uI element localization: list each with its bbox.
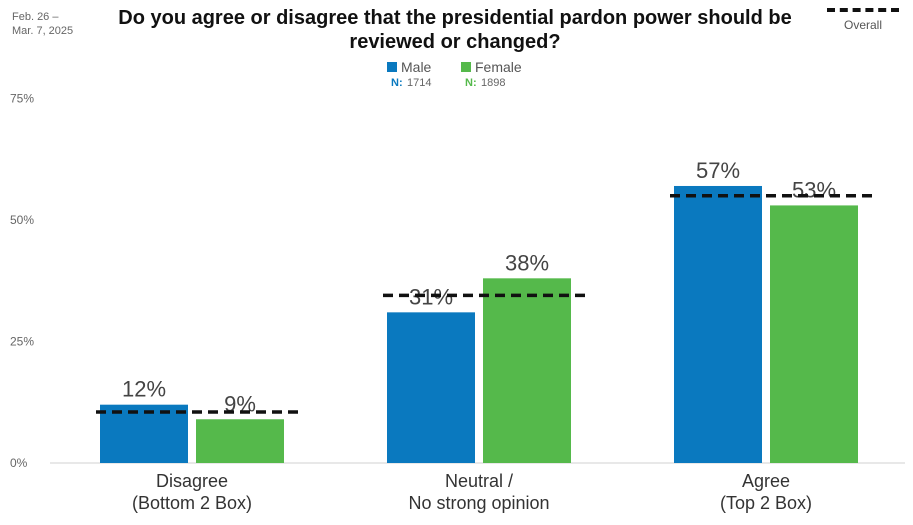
date-line-1: Feb. 26 – (12, 11, 59, 23)
category-label: (Bottom 2 Box) (132, 493, 252, 513)
bar-female (770, 205, 858, 464)
legend-n-label: N: (465, 77, 477, 89)
y-tick-label: 75% (10, 92, 34, 106)
category-label: Agree (742, 471, 790, 491)
y-tick-label: 25% (10, 335, 34, 349)
date-line-2: Mar. 7, 2025 (12, 25, 74, 37)
chart-title: Do you agree or disagree that the presid… (118, 7, 792, 53)
legend-n-label: N: (391, 77, 403, 89)
legend-label-female: Female (475, 59, 522, 75)
category-label: No strong opinion (408, 493, 549, 513)
bar-female (196, 419, 284, 463)
category-label: Neutral / (445, 471, 513, 491)
overall-legend: Overall (818, 8, 908, 32)
data-label: 53% (792, 177, 836, 202)
legend-swatch-female (461, 62, 471, 72)
y-tick-label: 50% (10, 213, 34, 227)
overall-legend-line (827, 8, 899, 12)
data-label: 57% (696, 158, 740, 183)
overall-legend-label: Overall (843, 18, 882, 32)
legend-n-value: 1714 (407, 77, 431, 89)
category-label: (Top 2 Box) (720, 493, 812, 513)
bar-female (483, 278, 571, 463)
legend-swatch-male (387, 62, 397, 72)
legend-label-male: Male (401, 59, 432, 75)
data-label: 12% (122, 377, 166, 402)
bar-male (387, 312, 475, 463)
legend-n-value: 1898 (481, 77, 505, 89)
bar-male (674, 185, 762, 464)
category-label: Disagree (156, 471, 228, 491)
data-label: 38% (505, 250, 549, 275)
date-range: Feb. 26 – Mar. 7, 2025 (12, 10, 73, 38)
bar-male (100, 404, 188, 463)
y-tick-label: 0% (10, 456, 28, 470)
